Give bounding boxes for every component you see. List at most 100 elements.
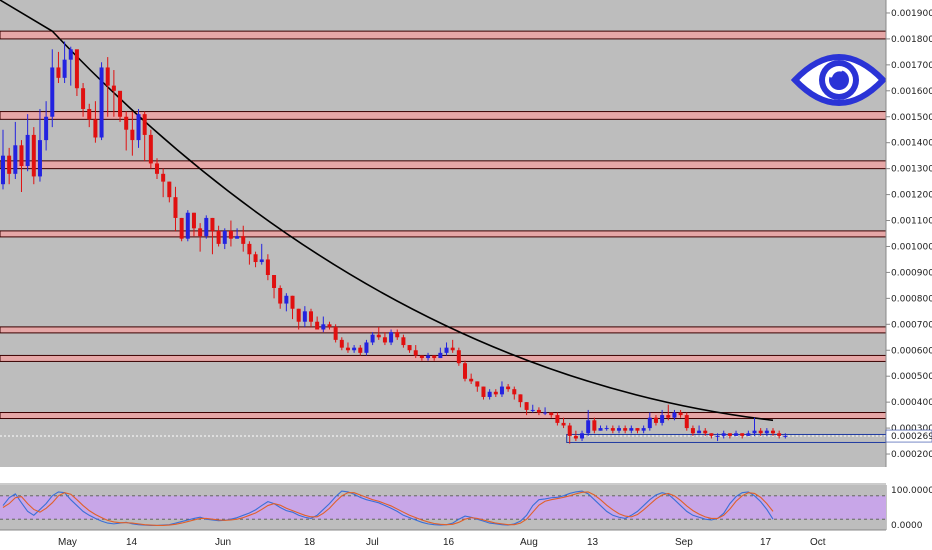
candle-body	[327, 324, 332, 327]
candle-body	[222, 230, 227, 244]
candle-body	[210, 217, 215, 231]
candle-body	[758, 430, 763, 434]
candle-body	[592, 420, 597, 431]
candle-body	[228, 230, 233, 239]
candle-body	[438, 352, 443, 359]
candle-body	[580, 433, 585, 439]
candle-body	[179, 217, 184, 239]
candle-body	[333, 326, 338, 340]
candle-body	[130, 129, 135, 141]
candle-body	[50, 67, 55, 117]
date-label: 13	[587, 537, 599, 548]
candle-body	[161, 173, 166, 182]
candle-body	[690, 428, 695, 434]
resistance-band	[0, 230, 887, 238]
candle-body	[136, 114, 141, 141]
candle-body	[296, 308, 301, 322]
candle-body	[536, 409, 541, 413]
candle-body	[660, 415, 665, 423]
candle-body	[407, 345, 412, 351]
candle-body	[25, 134, 30, 167]
candle-body	[204, 217, 209, 237]
candle-body	[321, 324, 326, 330]
candle-body	[610, 428, 615, 431]
candle-body	[475, 381, 480, 387]
candle-body	[401, 337, 406, 346]
candle-body	[771, 430, 775, 434]
candle-body	[345, 347, 350, 351]
date-label: 18	[304, 537, 316, 548]
oscillator-signal-line	[2, 491, 774, 526]
candle-body	[777, 433, 782, 436]
candle-body	[370, 334, 375, 343]
candle-body	[272, 275, 277, 288]
candle-body	[549, 412, 554, 416]
candle-body	[173, 197, 178, 218]
date-label: Oct	[810, 537, 826, 548]
panel-separator	[0, 467, 932, 485]
candle-body	[235, 236, 240, 239]
candle-body	[247, 243, 252, 255]
resistance-band	[0, 326, 887, 334]
candle-body	[623, 428, 628, 431]
candle-body	[419, 355, 424, 359]
candle-body	[253, 254, 258, 263]
candle-body	[284, 295, 289, 304]
candle-body	[216, 230, 221, 244]
candle-body	[524, 402, 529, 410]
candle-body	[432, 355, 437, 359]
candle-body	[7, 155, 12, 174]
candle-body	[395, 332, 400, 338]
candle-body	[530, 409, 535, 411]
candle-body	[19, 145, 24, 167]
candle-body	[426, 355, 431, 359]
time-axis-labels: May 14 Jun 18 Jul 16 Aug 13 Sep 17 Oct	[58, 537, 826, 548]
time-axis[interactable]	[0, 530, 932, 550]
candle-body	[111, 85, 116, 91]
date-label: 17	[760, 537, 772, 548]
candle-body	[518, 394, 523, 403]
candle-body	[382, 337, 387, 343]
candle-body	[764, 430, 769, 434]
oscillator-tick-0: 0.0000	[891, 521, 923, 531]
candle-body	[487, 391, 492, 397]
candle-body	[290, 295, 295, 309]
candle-body	[315, 321, 320, 330]
candle-body	[148, 134, 153, 164]
date-label: 14	[126, 537, 138, 548]
candle-body	[573, 435, 578, 439]
candle-body	[493, 391, 498, 395]
candle-body	[13, 145, 18, 174]
candle-body	[598, 428, 603, 431]
candle-body	[734, 433, 739, 436]
oscillator-zone	[0, 495, 886, 520]
candle-body	[376, 334, 381, 338]
candle-body	[586, 420, 591, 434]
candle-body	[81, 88, 86, 109]
candle-body	[647, 417, 652, 429]
candle-body	[99, 67, 104, 138]
candle-body	[746, 433, 751, 436]
oscillator-main-line	[2, 490, 774, 526]
candle-body	[604, 428, 609, 430]
candle-body	[44, 116, 49, 141]
candle-body	[703, 430, 708, 434]
resistance-band	[0, 354, 887, 362]
candle-body	[309, 311, 313, 322]
candle-body	[463, 363, 467, 379]
candle-body	[87, 108, 92, 120]
candle-body	[512, 389, 517, 395]
date-label: Jun	[215, 537, 231, 548]
candle-body	[37, 140, 42, 177]
candle-body	[358, 347, 363, 353]
candle-body	[93, 119, 98, 138]
